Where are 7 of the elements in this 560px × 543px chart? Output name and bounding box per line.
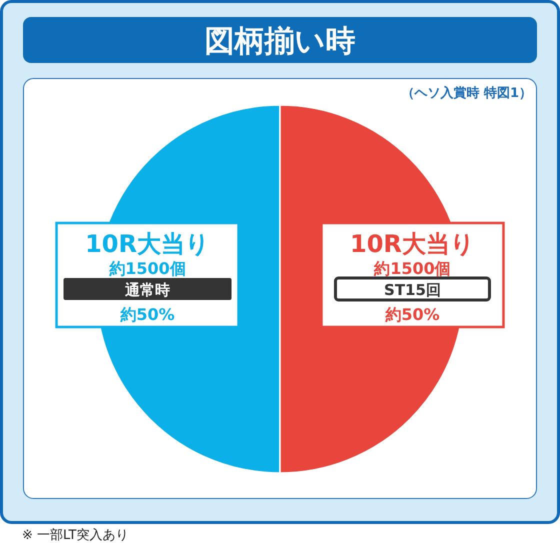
data-label: 約50% — [384, 305, 440, 324]
chart-title: 図柄揃い時 — [204, 24, 356, 59]
text: ※ 一部LT突入あり — [22, 528, 128, 543]
slice-label: 10R大当り — [350, 230, 475, 258]
slice-label: 10R大当り — [85, 230, 210, 258]
chart-subtitle: （ヘソ入賞時 特図1） — [401, 85, 532, 101]
data-label: 約50% — [119, 305, 175, 324]
